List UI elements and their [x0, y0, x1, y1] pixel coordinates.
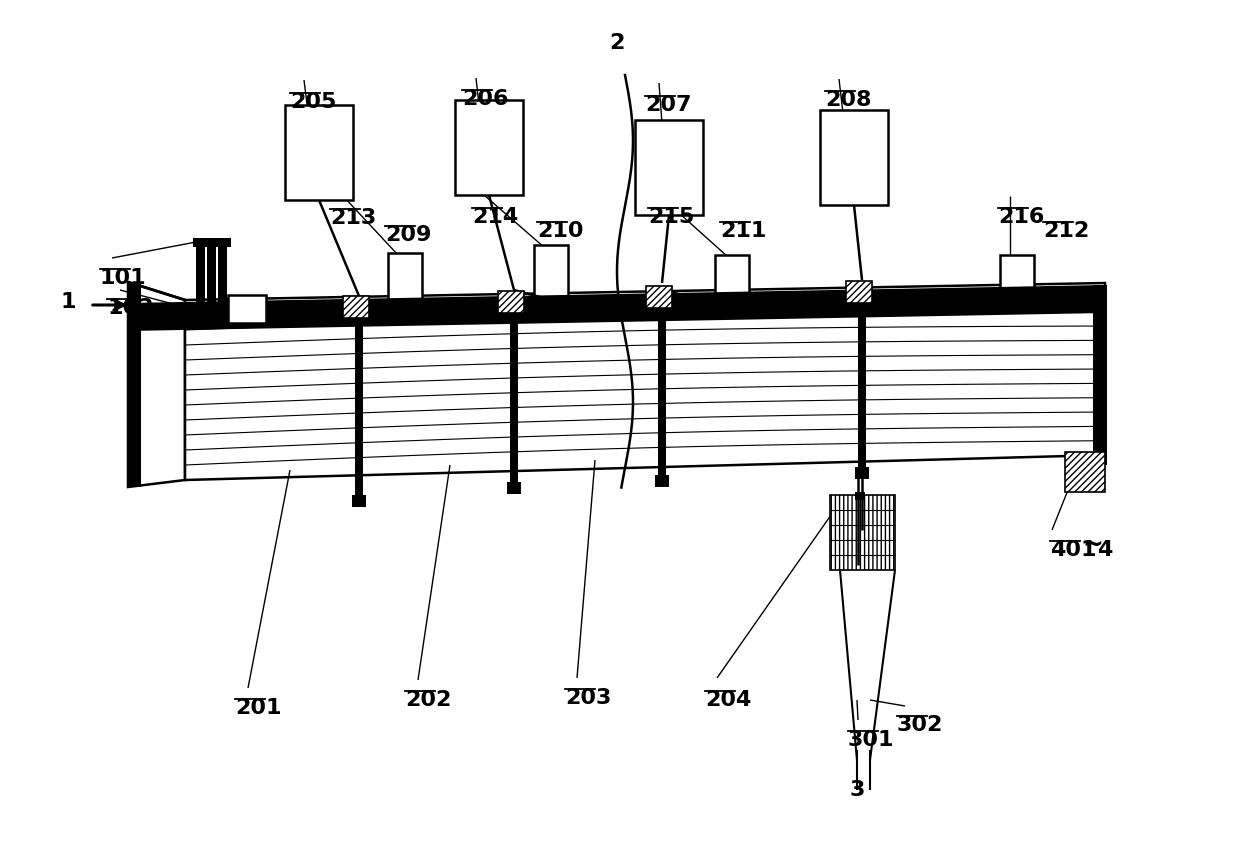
Bar [510, 307, 518, 492]
Text: ~: ~ [1083, 533, 1104, 557]
Text: 212: 212 [1043, 221, 1089, 241]
Text: 206: 206 [463, 89, 508, 109]
Text: 4: 4 [1097, 540, 1112, 560]
Text: 201: 201 [236, 698, 281, 718]
Text: 215: 215 [649, 207, 694, 227]
Bar [846, 281, 872, 303]
Text: 205: 205 [290, 92, 336, 112]
Bar [658, 305, 666, 485]
Bar [352, 495, 366, 507]
Text: 204: 204 [706, 690, 751, 710]
Polygon shape [185, 283, 1105, 480]
Text: 1: 1 [61, 292, 76, 312]
Text: 216: 216 [998, 207, 1044, 227]
Bar [228, 295, 267, 323]
Text: 211: 211 [720, 221, 766, 241]
Bar [820, 110, 888, 205]
Bar [355, 310, 363, 505]
Text: 210: 210 [537, 221, 584, 241]
Text: 214: 214 [472, 207, 518, 227]
Bar [193, 238, 231, 247]
Bar [856, 492, 866, 500]
Bar [856, 467, 869, 479]
Bar [715, 255, 749, 307]
Bar [646, 286, 672, 308]
Bar [455, 100, 523, 195]
Text: 213: 213 [330, 208, 376, 228]
Bar [343, 296, 370, 318]
Polygon shape [128, 285, 1105, 331]
Bar [1065, 452, 1105, 492]
Text: 401: 401 [1050, 540, 1096, 560]
Text: 102: 102 [107, 298, 154, 318]
Bar [1092, 285, 1107, 465]
Text: 202: 202 [405, 690, 451, 710]
Polygon shape [128, 282, 185, 487]
Text: 207: 207 [645, 95, 692, 115]
Text: 208: 208 [825, 90, 872, 110]
Bar [498, 291, 525, 313]
Bar [507, 482, 521, 494]
Bar [655, 475, 670, 487]
Text: 101: 101 [100, 268, 146, 288]
Bar [285, 105, 353, 200]
Text: 3: 3 [849, 780, 864, 800]
Bar [534, 245, 568, 300]
Text: 203: 203 [565, 688, 611, 708]
Text: 302: 302 [897, 715, 944, 735]
Text: 2: 2 [609, 33, 625, 53]
Bar [999, 255, 1034, 310]
Text: 301: 301 [848, 730, 894, 750]
Text: 209: 209 [384, 225, 432, 245]
Bar [218, 238, 227, 318]
Bar [207, 238, 216, 318]
Bar [858, 302, 866, 477]
Bar [196, 238, 205, 318]
Bar [635, 120, 703, 215]
Bar [128, 282, 141, 487]
Bar [388, 253, 422, 305]
Bar [830, 495, 895, 570]
